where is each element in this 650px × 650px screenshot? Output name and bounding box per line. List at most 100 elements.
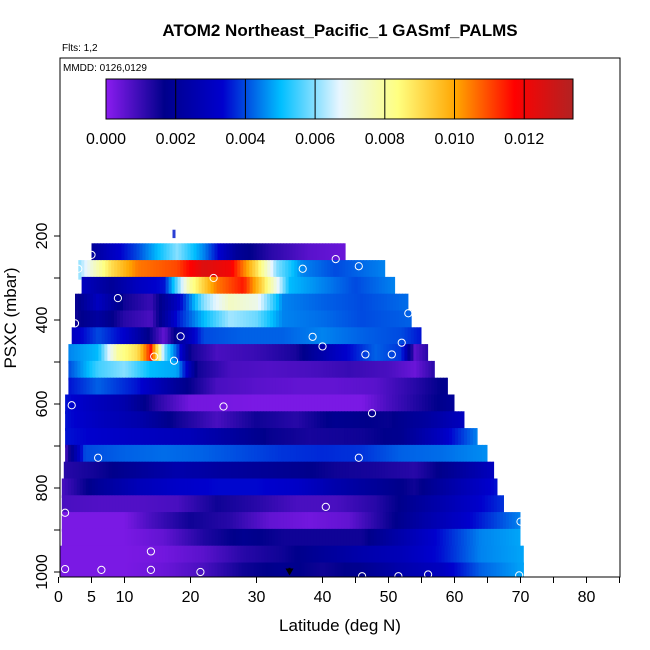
sample-point — [387, 350, 396, 359]
heatmap-cell — [433, 528, 438, 549]
heatmap-cell — [92, 360, 96, 381]
heatmap-cell — [275, 428, 279, 448]
heatmap-cell — [278, 344, 282, 364]
heatmap-cell — [386, 444, 390, 465]
heatmap-cell — [210, 545, 215, 566]
heatmap-cell — [371, 360, 375, 381]
heatmap-cell — [148, 528, 153, 549]
heatmap-cell — [80, 344, 84, 364]
heatmap-cell — [152, 344, 156, 364]
heatmap-cell — [332, 327, 337, 347]
heatmap-cell — [157, 562, 162, 577]
heatmap-cell — [113, 377, 117, 398]
heatmap-cell — [96, 310, 100, 330]
heatmap-cell — [99, 545, 104, 566]
heatmap-cell — [235, 528, 240, 549]
heatmap-cell — [148, 243, 153, 263]
heatmap-cell — [74, 394, 78, 414]
heatmap-cell — [339, 293, 343, 314]
heatmap-cell — [508, 512, 513, 532]
heatmap-cell — [345, 260, 349, 280]
heatmap-cell — [137, 327, 142, 347]
heatmap-cell — [86, 360, 90, 381]
heatmap-cell — [343, 495, 348, 515]
heatmap-cell — [247, 562, 252, 577]
heatmap-cell — [362, 444, 366, 465]
heatmap-cell — [281, 377, 285, 398]
heatmap-cell — [156, 461, 161, 482]
heatmap-cell — [280, 512, 285, 532]
heatmap-cell — [330, 276, 335, 297]
heatmap-cell — [89, 377, 93, 398]
heatmap-cell — [412, 562, 417, 577]
heatmap-cell — [122, 327, 127, 347]
heatmap-cell — [356, 344, 360, 364]
plot-frame — [59, 57, 621, 578]
heatmap-cell — [135, 276, 140, 297]
heatmap-cell — [222, 293, 226, 314]
heatmap-cell — [422, 344, 426, 364]
heatmap-cell — [162, 545, 167, 566]
sample-point — [404, 309, 413, 318]
heatmap-cell — [224, 360, 228, 381]
heatmap-cell — [195, 545, 200, 566]
heatmap-cell — [407, 344, 411, 364]
heatmap-cell — [269, 360, 273, 381]
heatmap-cell — [250, 528, 255, 549]
heatmap-cell — [221, 428, 225, 448]
heatmap-cell — [180, 545, 185, 566]
heatmap-cell — [126, 276, 131, 297]
heatmap-cell — [451, 562, 456, 577]
heatmap-cell — [508, 528, 513, 549]
heatmap-cell — [314, 377, 318, 398]
heatmap-cell — [193, 512, 198, 532]
sample-point — [361, 350, 370, 359]
heatmap-cell — [383, 394, 387, 414]
heatmap-cell — [273, 276, 278, 297]
heatmap-cell — [77, 394, 81, 414]
heatmap-cell — [181, 562, 186, 577]
heatmap-cell — [285, 310, 289, 330]
heatmap-cell — [448, 478, 453, 498]
heatmap-cell — [272, 327, 277, 347]
heatmap-cell — [401, 411, 405, 431]
heatmap-cell — [132, 293, 136, 314]
heatmap-cell — [140, 428, 144, 448]
heatmap-cell — [482, 444, 486, 465]
heatmap-row — [68, 360, 435, 381]
heatmap-cell — [304, 528, 309, 549]
heatmap-cell — [146, 344, 150, 364]
heatmap-cell — [230, 411, 234, 431]
heatmap-cell — [419, 360, 423, 381]
heatmap-cell — [145, 243, 150, 263]
heatmap-cell — [99, 461, 104, 482]
heatmap-cell — [443, 411, 447, 431]
heatmap-cell — [260, 344, 264, 364]
heatmap-cell — [268, 243, 273, 263]
heatmap-cell — [158, 444, 162, 465]
heatmap-cell — [154, 478, 159, 498]
heatmap-cell — [226, 243, 231, 263]
heatmap-cell — [340, 512, 345, 532]
heatmap-cell — [355, 495, 360, 515]
heatmap-cell — [291, 276, 296, 297]
heatmap-cell — [145, 528, 150, 549]
heatmap-cell — [268, 512, 273, 532]
heatmap-cell — [295, 243, 300, 263]
heatmap-cell — [352, 495, 357, 515]
heatmap-cell — [80, 360, 84, 381]
heatmap-cell — [347, 411, 351, 431]
heatmap-cell — [144, 293, 148, 314]
heatmap-cell — [181, 495, 186, 515]
heatmap-cell — [236, 411, 240, 431]
heatmap-cell — [308, 411, 312, 431]
heatmap-cell — [285, 276, 290, 297]
heatmap-cell — [68, 344, 72, 364]
heatmap-cell — [101, 411, 105, 431]
heatmap-cell — [286, 495, 291, 515]
heatmap-cell — [345, 310, 349, 330]
heatmap-cell — [442, 478, 447, 498]
heatmap-cell — [313, 243, 318, 263]
heatmap-cell — [123, 310, 127, 330]
heatmap-cell — [197, 377, 201, 398]
